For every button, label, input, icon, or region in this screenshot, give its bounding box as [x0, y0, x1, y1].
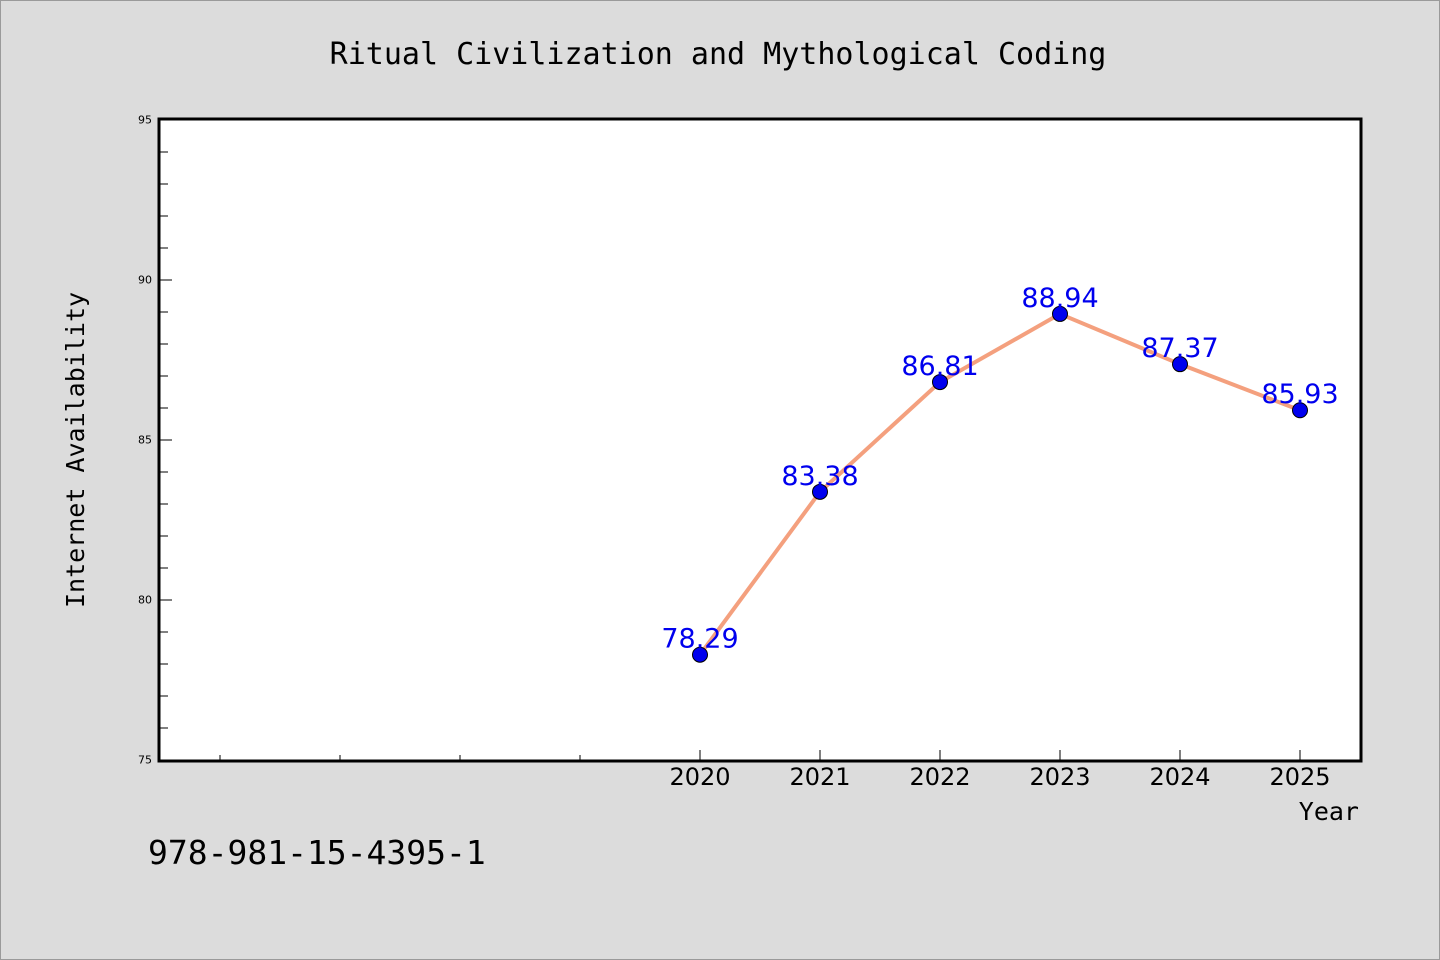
data-point: [932, 374, 948, 391]
y-tick-label: 95: [138, 114, 152, 127]
y-tick-label: 90: [138, 274, 152, 287]
data-label: 88.94: [1021, 283, 1098, 314]
x-tick-label: 2023: [1029, 763, 1090, 791]
x-axis-label: Year: [1299, 797, 1359, 826]
y-axis-label: Internet Availability: [61, 292, 90, 608]
chart-title: Ritual Civilization and Mythological Cod…: [330, 37, 1107, 72]
series-group: 78.29 83.38 86.81 88.94 87.37 85.93: [661, 283, 1339, 663]
data-label: 78.29: [661, 624, 738, 655]
data-label: 87.37: [1141, 333, 1218, 364]
data-label: 85.93: [1261, 379, 1338, 410]
y-tick-label: 85: [138, 434, 152, 447]
y-tick-label: 80: [138, 594, 152, 607]
x-tick-label: 2025: [1269, 763, 1330, 791]
x-tick-label: 2021: [789, 763, 850, 791]
x-tick-label: 2022: [909, 763, 970, 791]
x-tick-label: 2024: [1149, 763, 1210, 791]
data-point: [1052, 305, 1068, 322]
x-tick-label: 2020: [669, 763, 730, 791]
series-line: [698, 311, 1301, 656]
y-axis: 75 80 85 90 95: [138, 114, 172, 767]
y-tick-label: 75: [138, 754, 152, 767]
data-label: 86.81: [901, 351, 978, 382]
plot-area: [157, 117, 1363, 763]
x-axis: 2020 2021 2022 2023 2024 2025: [219, 750, 1331, 791]
footer-code: 978-981-15-4395-1: [148, 833, 486, 872]
data-point: [812, 483, 828, 500]
data-label: 83.38: [781, 461, 858, 492]
data-point: [692, 646, 708, 663]
data-point: [1172, 356, 1188, 373]
data-point: [1292, 402, 1308, 419]
